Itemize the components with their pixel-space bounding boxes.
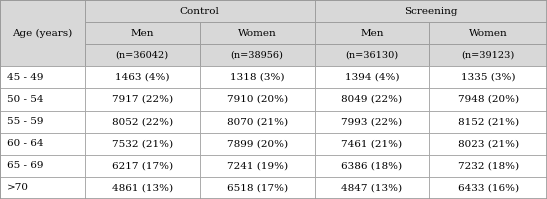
Bar: [200, 177, 315, 199]
Bar: [85, 66, 200, 88]
Bar: [429, 177, 547, 199]
Text: >70: >70: [7, 183, 28, 192]
Bar: [200, 111, 315, 133]
Text: 50 - 54: 50 - 54: [7, 95, 43, 104]
Text: (n=36042): (n=36042): [115, 51, 169, 60]
Text: 65 - 69: 65 - 69: [7, 161, 43, 170]
Bar: [315, 111, 429, 133]
Text: (n=38956): (n=38956): [231, 51, 283, 60]
Text: Screening: Screening: [404, 7, 457, 16]
Text: Control: Control: [180, 7, 219, 16]
Bar: [429, 22, 547, 44]
Text: (n=36130): (n=36130): [345, 51, 399, 60]
Bar: [315, 22, 429, 44]
Text: 55 - 59: 55 - 59: [7, 117, 43, 126]
Text: 6518 (17%): 6518 (17%): [226, 183, 288, 192]
Text: (n=39123): (n=39123): [462, 51, 515, 60]
Bar: [429, 66, 547, 88]
Text: 8152 (21%): 8152 (21%): [458, 117, 519, 126]
Text: 8023 (21%): 8023 (21%): [458, 139, 519, 148]
Text: 4847 (13%): 4847 (13%): [341, 183, 403, 192]
Bar: [0, 133, 85, 155]
Bar: [0, 111, 85, 133]
Text: 7232 (18%): 7232 (18%): [458, 161, 519, 170]
Bar: [315, 155, 429, 177]
Text: 8070 (21%): 8070 (21%): [226, 117, 288, 126]
Text: 1463 (4%): 1463 (4%): [115, 73, 170, 82]
Bar: [429, 155, 547, 177]
Bar: [200, 88, 315, 111]
Bar: [85, 155, 200, 177]
Bar: [429, 133, 547, 155]
Bar: [315, 66, 429, 88]
Text: 7948 (20%): 7948 (20%): [458, 95, 519, 104]
Bar: [315, 133, 429, 155]
Text: Women: Women: [238, 29, 276, 38]
Bar: [85, 0, 315, 22]
Bar: [85, 133, 200, 155]
Text: 1394 (4%): 1394 (4%): [345, 73, 399, 82]
Bar: [429, 44, 547, 66]
Text: 1318 (3%): 1318 (3%): [230, 73, 284, 82]
Bar: [315, 88, 429, 111]
Bar: [315, 0, 547, 22]
Text: 8052 (22%): 8052 (22%): [112, 117, 173, 126]
Text: 6217 (17%): 6217 (17%): [112, 161, 173, 170]
Text: 8049 (22%): 8049 (22%): [341, 95, 403, 104]
Text: 7910 (20%): 7910 (20%): [226, 95, 288, 104]
Bar: [0, 66, 85, 88]
Text: 45 - 49: 45 - 49: [7, 73, 43, 82]
Bar: [85, 177, 200, 199]
Text: 7461 (21%): 7461 (21%): [341, 139, 403, 148]
Bar: [200, 44, 315, 66]
Bar: [0, 155, 85, 177]
Bar: [0, 88, 85, 111]
Text: 7532 (21%): 7532 (21%): [112, 139, 173, 148]
Text: Men: Men: [360, 29, 383, 38]
Text: 6386 (18%): 6386 (18%): [341, 161, 403, 170]
Text: 7917 (22%): 7917 (22%): [112, 95, 173, 104]
Bar: [85, 22, 200, 44]
Text: Women: Women: [469, 29, 508, 38]
Bar: [85, 88, 200, 111]
Text: 7899 (20%): 7899 (20%): [226, 139, 288, 148]
Text: 60 - 64: 60 - 64: [7, 139, 43, 148]
Bar: [429, 111, 547, 133]
Text: 1335 (3%): 1335 (3%): [461, 73, 515, 82]
Bar: [315, 177, 429, 199]
Bar: [200, 66, 315, 88]
Text: 7241 (19%): 7241 (19%): [226, 161, 288, 170]
Text: 4861 (13%): 4861 (13%): [112, 183, 173, 192]
Bar: [85, 111, 200, 133]
Bar: [315, 44, 429, 66]
Bar: [200, 22, 315, 44]
Text: Age (years): Age (years): [12, 29, 73, 38]
Text: 7993 (22%): 7993 (22%): [341, 117, 403, 126]
Bar: [429, 88, 547, 111]
Bar: [200, 155, 315, 177]
Bar: [85, 44, 200, 66]
Text: Men: Men: [131, 29, 154, 38]
Bar: [200, 133, 315, 155]
Text: 6433 (16%): 6433 (16%): [458, 183, 519, 192]
Bar: [0, 0, 85, 66]
Bar: [0, 177, 85, 199]
